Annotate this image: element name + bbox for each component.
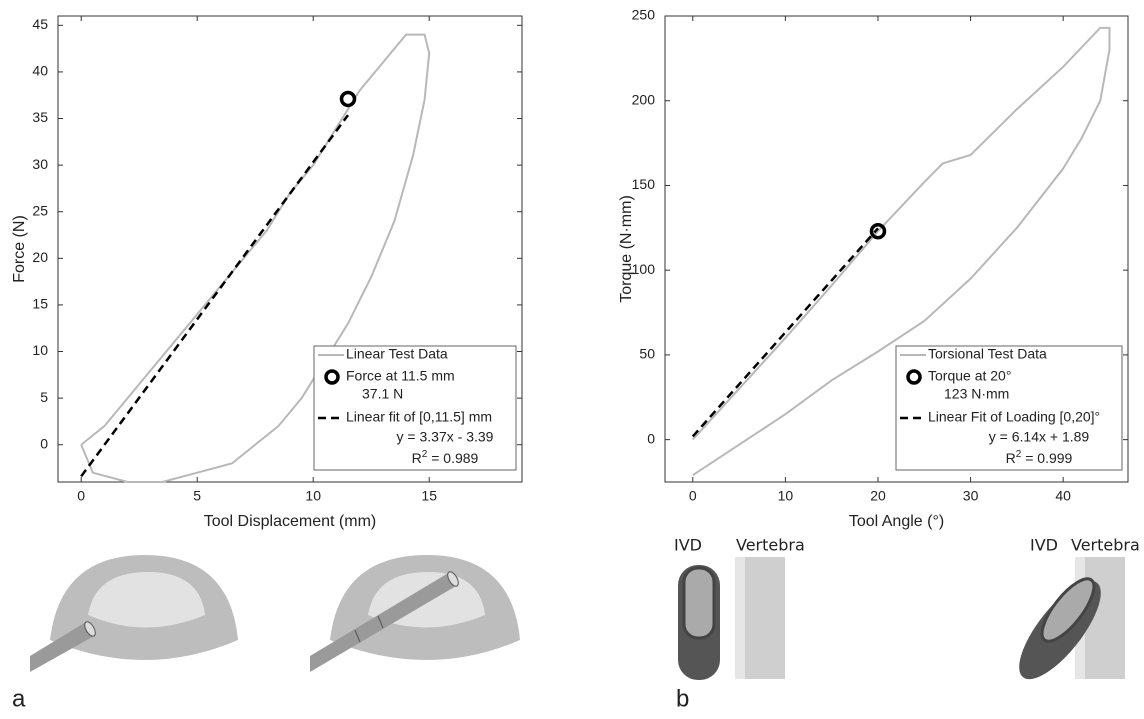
x-tick-label: 10 <box>305 488 321 504</box>
illustration-a: a <box>12 555 520 712</box>
y-tick-label: 35 <box>32 109 48 125</box>
plot-area <box>664 15 1129 483</box>
x-axis-label: Tool Angle (°) <box>849 513 944 530</box>
r2-exp: 2 <box>422 449 428 460</box>
x-axis-label: Tool Displacement (mm) <box>204 513 376 530</box>
panel-label: a <box>12 685 26 712</box>
y-tick-label: 45 <box>32 16 48 32</box>
data-label: 37.1 N <box>362 386 403 402</box>
y-tick-label: 50 <box>639 346 655 362</box>
data-label: 123 N·mm <box>944 386 1009 402</box>
x-tick-label: 10 <box>778 488 794 504</box>
legend-label: Torsional Test Data <box>928 346 1047 362</box>
ivd-label: IVD <box>1030 536 1058 555</box>
y-tick-label: 15 <box>32 296 48 312</box>
y-tick-label: 200 <box>632 91 656 107</box>
x-tick-label: 30 <box>963 488 979 504</box>
r2-rest: = 0.989 <box>427 450 478 466</box>
legend <box>313 345 517 471</box>
y-tick-label: 10 <box>32 342 48 358</box>
y-axis-label: Torque (N·mm) <box>618 195 635 303</box>
data-line <box>80 33 431 483</box>
x-tick-label: 0 <box>689 488 697 504</box>
panel-label: b <box>676 685 689 712</box>
legend-label: Linear Fit of Loading [0,20]° <box>928 409 1100 425</box>
fit-equation: y = 6.14x + 1.89 <box>989 429 1090 445</box>
plot-area <box>57 15 523 483</box>
y-tick-label: 100 <box>632 261 656 277</box>
y-tick-label: 20 <box>32 249 48 265</box>
r2-rest: = 0.999 <box>1021 450 1072 466</box>
x-tick-label: 15 <box>421 488 437 504</box>
fit-line <box>80 114 350 478</box>
legend <box>895 345 1123 471</box>
r2-base: R <box>412 450 422 466</box>
legend-marker <box>906 369 922 385</box>
y-tick-label: 40 <box>32 63 48 79</box>
illustration-b: IVD Vertebra IVD Vertebra b <box>674 536 1140 713</box>
y-tick-label: 30 <box>32 156 48 172</box>
y-tick-label: 0 <box>40 435 48 451</box>
fit-r2: R2 = 0.989 <box>412 449 479 466</box>
r2-base: R <box>1006 450 1016 466</box>
fit-r2: R2 = 0.999 <box>1006 449 1073 466</box>
x-tick-label: 0 <box>77 488 85 504</box>
x-tick-label: 40 <box>1055 488 1071 504</box>
legend-label: Force at 11.5 mm <box>346 368 455 384</box>
y-tick-label: 0 <box>647 430 655 446</box>
y-tick-label: 25 <box>32 202 48 218</box>
data-line <box>692 26 1111 477</box>
x-tick-label: 5 <box>193 488 201 504</box>
ivd-label: IVD <box>674 536 702 555</box>
marker <box>339 90 357 108</box>
fit-line <box>691 227 879 438</box>
vertebra-label: Vertebra <box>736 536 805 555</box>
y-tick-label: 250 <box>632 7 656 23</box>
legend-label: Linear Test Data <box>346 346 448 362</box>
fit-equation: y = 3.37x - 3.39 <box>397 429 494 445</box>
legend-label: Torque at 20° <box>928 368 1011 384</box>
r2-exp: 2 <box>1016 449 1022 460</box>
x-tick-label: 20 <box>870 488 886 504</box>
marker <box>869 222 887 240</box>
y-tick-label: 5 <box>40 389 48 405</box>
vertebra-label: Vertebra <box>1071 536 1140 555</box>
legend-label: Linear fit of [0,11.5] mm <box>346 409 492 425</box>
y-tick-label: 150 <box>632 176 656 192</box>
legend-marker <box>324 369 340 385</box>
y-axis-label: Force (N) <box>11 215 28 283</box>
